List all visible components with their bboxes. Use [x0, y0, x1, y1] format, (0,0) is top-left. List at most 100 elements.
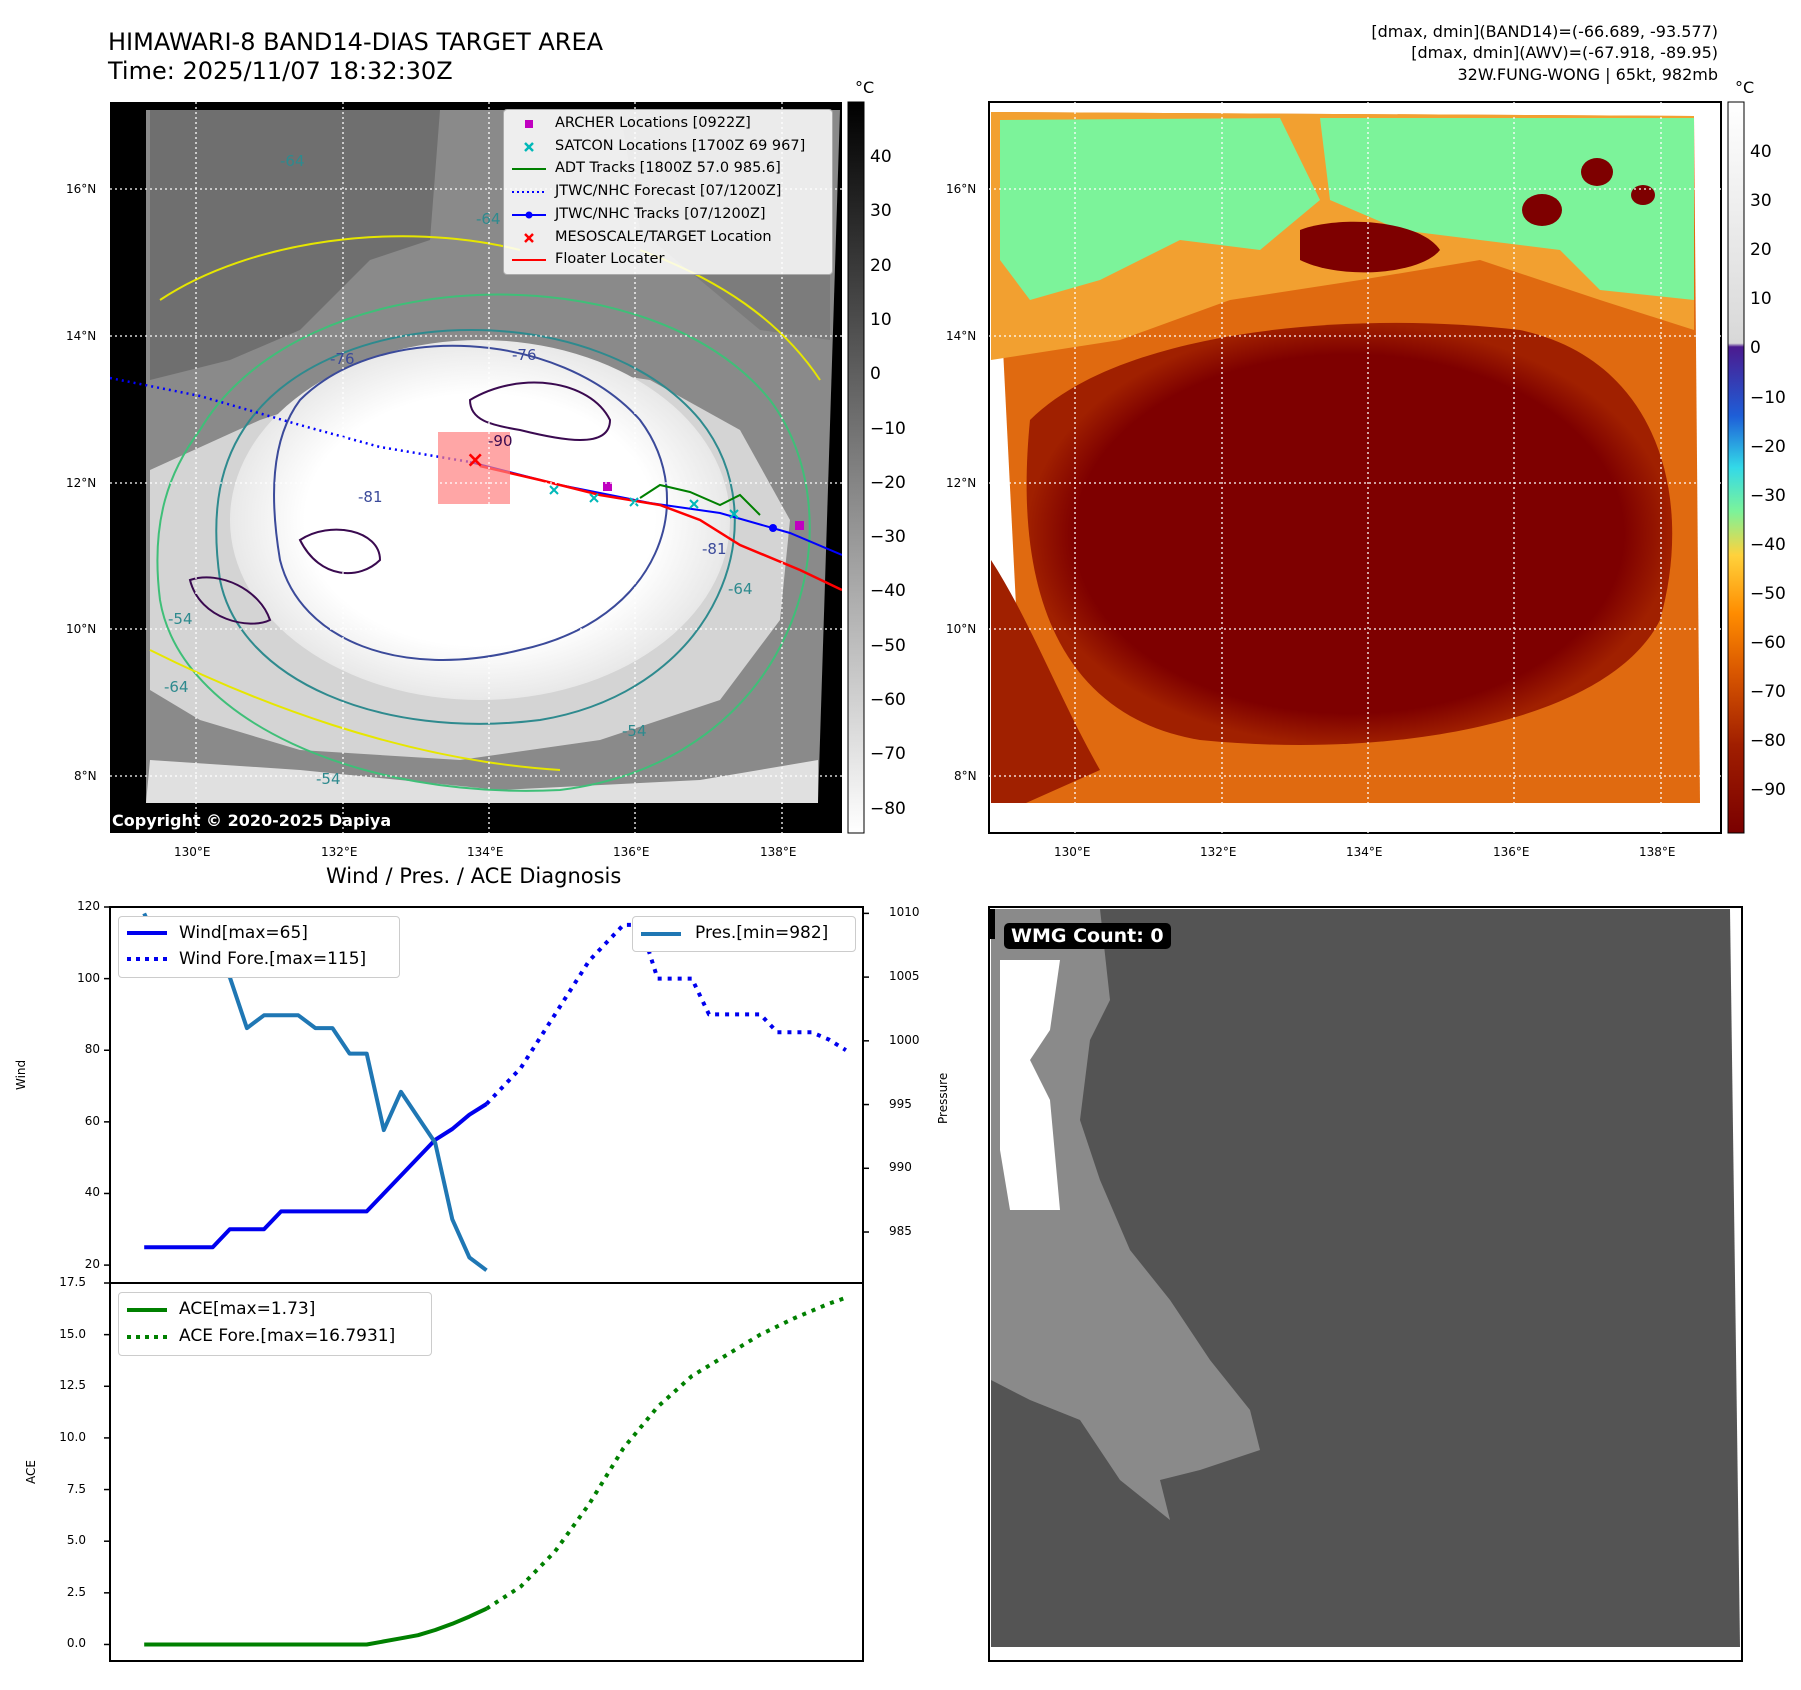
ace-axis-label: ACE	[24, 1460, 38, 1484]
contour-label: -64	[164, 678, 189, 696]
ace-plot	[104, 1282, 847, 1647]
colorbar-tick: −60	[870, 690, 906, 710]
legend-symbol	[512, 191, 546, 194]
lat-label: 14°N	[66, 329, 97, 343]
legend-item: JTWC/NHC Forecast [07/1200Z]	[504, 181, 830, 203]
pressure-axis-label: Pressure	[936, 1072, 950, 1124]
y-right-tick-label: 990	[889, 1160, 912, 1175]
lon-label: 132°E	[321, 845, 358, 859]
colorbar-tick: −80	[1750, 731, 1786, 752]
legend-item: JTWC/NHC Tracks [07/1200Z]	[504, 204, 830, 226]
info-line1: [dmax, dmin](BAND14)=(-66.689, -93.577)	[1371, 22, 1718, 41]
y-tick-label: 80	[84, 1042, 100, 1057]
colorbar-tick: −10	[1750, 387, 1786, 408]
lat-label: 12°N	[66, 476, 97, 490]
colorbar-tick: −70	[870, 744, 906, 765]
legend-symbol	[525, 120, 533, 128]
colorbar-tick: 40	[1750, 142, 1772, 162]
colorbar-tick: −60	[1750, 633, 1786, 653]
y-right-tick-label: 985	[889, 1224, 912, 1239]
colorbar-tick: −40	[1750, 534, 1786, 555]
chart-title: Wind / Pres. / ACE Diagnosis	[326, 864, 622, 888]
legend-item: ADT Tracks [1800Z 57.0 985.6]	[504, 158, 830, 180]
colorbar-tick: 20	[1750, 240, 1772, 261]
lat-label: 14°N	[946, 329, 977, 343]
copyright-label: Copyright © 2020-2025 Dapiya	[112, 811, 392, 830]
legend-wind: Wind[max=65]	[179, 923, 308, 943]
colorbar-tick: 20	[870, 255, 892, 276]
y-tick-label: 100	[77, 970, 100, 985]
colorbar-tick: −40	[870, 581, 906, 602]
series-Wind[max=65]	[144, 1102, 488, 1250]
legend-symbol	[512, 259, 546, 262]
pressure-legend: Pres.[min=982]	[632, 916, 856, 952]
target-location-marker: ×	[466, 448, 485, 473]
lon-label: 138°E	[1639, 845, 1676, 859]
y-right-tick-label: 1010	[889, 905, 920, 920]
lon-label: 132°E	[1200, 845, 1237, 859]
lon-label: 136°E	[1493, 845, 1530, 859]
map-legend: ARCHER Locations [0922Z] SATCON Locations…	[503, 109, 833, 275]
wmg-count-badge: WMG Count: 0	[1004, 923, 1171, 949]
colorbar-tick: −70	[1750, 682, 1786, 703]
legend-symbol	[524, 141, 534, 152]
colorbar-tick: −30	[1750, 485, 1786, 506]
lon-label: 130°E	[174, 845, 211, 859]
lat-label: 8°N	[954, 769, 977, 783]
contour-label: -54	[316, 770, 341, 788]
legend-label: MESOSCALE/TARGET Location	[555, 228, 772, 245]
legend-item: MESOSCALE/TARGET Location	[504, 227, 830, 249]
legend-item: Floater Locater	[504, 249, 830, 271]
info-line3: 32W.FUNG-WONG | 65kt, 982mb	[1457, 65, 1718, 84]
legend-symbol	[512, 168, 546, 171]
info-line2: [dmax, dmin](AWV)=(-67.918, -89.95)	[1411, 43, 1718, 62]
colorbar-tick: −90	[1750, 780, 1786, 801]
lon-label: 138°E	[760, 845, 797, 859]
lon-label: 136°E	[613, 845, 650, 859]
y-right-tick-label: 1005	[889, 969, 920, 984]
contour-label: -90	[488, 432, 513, 450]
legend-ace: ACE[max=1.73]	[179, 1299, 316, 1319]
y-tick-label: 0.0	[66, 1636, 86, 1651]
lon-label: 130°E	[1054, 845, 1091, 859]
y-right-tick-label: 995	[889, 1096, 912, 1111]
ace-legend: ACE[max=1.73] ACE Fore.[max=16.7931]	[118, 1292, 432, 1356]
y-tick-label: 60	[84, 1113, 100, 1128]
colorbar-tick: −30	[870, 527, 906, 548]
lat-label: 12°N	[946, 476, 977, 490]
legend-item: SATCON Locations [1700Z 69 967]	[504, 136, 830, 158]
legend-label: ARCHER Locations [0922Z]	[555, 115, 751, 131]
colorbar-tick: −20	[1750, 436, 1786, 457]
legend-wind-forecast: Wind Fore.[max=115]	[179, 949, 367, 969]
colorbar-tick: 10	[1750, 289, 1772, 310]
lon-label: 134°E	[1346, 845, 1383, 859]
wind-legend: Wind[max=65] Wind Fore.[max=115]	[118, 916, 400, 978]
y-tick-label: 120	[77, 899, 100, 913]
y-tick-label: 15.0	[59, 1326, 86, 1341]
legend-label: JTWC/NHC Tracks [07/1200Z]	[555, 205, 766, 222]
lat-label: 16°N	[66, 182, 97, 196]
legend-item: ARCHER Locations [0922Z]	[504, 113, 830, 135]
y-tick-label: 20	[84, 1257, 100, 1272]
colorbar-tick: 30	[870, 201, 892, 222]
series-ACE Fore.[max=16.7931]	[485, 1295, 847, 1611]
colorbar-tick: 0	[870, 364, 881, 385]
contour-label: -54	[622, 722, 647, 740]
colorbar-tick: −80	[870, 798, 906, 819]
contour-label: -64	[476, 210, 501, 228]
contour-label: -76	[512, 346, 537, 364]
y-tick-label: 7.5	[66, 1481, 86, 1496]
lat-label: 10°N	[946, 622, 977, 636]
contour-label: -64	[728, 580, 753, 598]
wind-axis-label: Wind	[14, 1059, 28, 1090]
y-tick-label: 10.0	[59, 1429, 86, 1444]
colorbar-tick: 0	[1750, 338, 1761, 359]
colorbar-tick: −50	[870, 635, 906, 656]
wmg-map	[988, 906, 1743, 1662]
legend-label: JTWC/NHC Forecast [07/1200Z]	[555, 183, 782, 200]
colorbar-unit: °C	[855, 78, 875, 97]
y-tick-label: 17.5	[59, 1275, 86, 1289]
awv-map	[988, 101, 1722, 834]
legend-pressure: Pres.[min=982]	[695, 923, 829, 943]
